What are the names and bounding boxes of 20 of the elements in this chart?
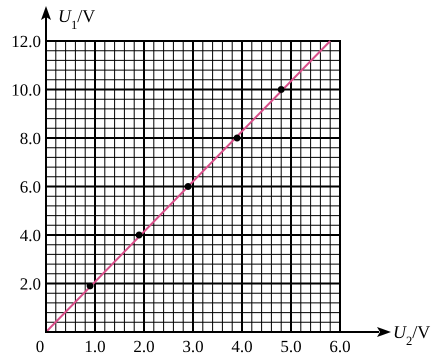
y-tick-label: 10.0 — [11, 80, 41, 100]
y-axis-title: U$_{1}$/V — [58, 6, 96, 32]
point — [136, 232, 143, 238]
x-tick-label: 3.0 — [182, 337, 204, 356]
x-axis-title: U$_{2}$/V — [393, 322, 430, 348]
x-tick-label: 5.0 — [280, 337, 302, 356]
point — [184, 183, 192, 190]
y-tick-label: 8.0 — [20, 129, 41, 148]
y-tick-label: 4.0 — [20, 226, 41, 245]
y-tick-label: 2.0 — [20, 274, 41, 294]
y-tick-label: 6.0 — [20, 178, 41, 196]
x-tick-label: 4.0 — [231, 337, 253, 356]
x-tick-label: 2.0 — [133, 337, 155, 356]
point — [86, 282, 94, 290]
point — [234, 134, 241, 142]
x-tick-label: 0 — [36, 337, 44, 356]
x-tick-label: 1.0 — [84, 337, 106, 356]
point — [278, 86, 285, 93]
y-tick-label: 12.0 — [11, 32, 41, 51]
x-tick-label: 6.0 — [329, 337, 351, 356]
